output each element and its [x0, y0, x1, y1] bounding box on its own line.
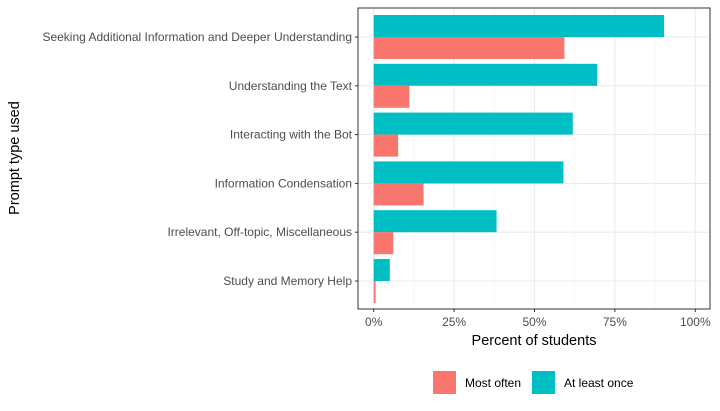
y-axis: Seeking Additional Information and Deepe… — [42, 30, 358, 288]
x-axis: 0% 25% 50% 75% 100% — [365, 309, 711, 329]
x-tick-label: 50% — [522, 315, 546, 329]
bars — [373, 15, 665, 303]
legend-key-at-least-once — [532, 371, 555, 394]
bar-most-often — [373, 85, 410, 108]
y-tick-label: Irrelevant, Off-topic, Miscellaneous — [167, 225, 352, 239]
bar-at-least-once — [373, 63, 598, 86]
bar-most-often — [373, 37, 565, 59]
x-tick-label: 75% — [603, 315, 627, 329]
y-tick-label: Information Condensation — [215, 176, 352, 190]
bar-most-often — [373, 183, 424, 206]
bar-most-often — [373, 134, 399, 157]
bar-most-often — [373, 281, 376, 303]
x-tick-label: 0% — [365, 315, 383, 329]
x-tick-label: 25% — [442, 315, 466, 329]
y-tick-label: Study and Memory Help — [223, 274, 352, 288]
legend: Most often At least once — [433, 371, 634, 394]
bar-at-least-once — [373, 259, 390, 281]
y-tick-label: Seeking Additional Information and Deepe… — [42, 30, 352, 44]
bar-at-least-once — [373, 15, 665, 37]
legend-label: At least once — [564, 376, 634, 390]
legend-label: Most often — [465, 376, 521, 390]
y-tick-label: Understanding the Text — [229, 79, 353, 93]
legend-key-most-often — [433, 371, 456, 394]
y-tick-label: Interacting with the Bot — [230, 128, 353, 142]
bar-at-least-once — [373, 112, 573, 135]
bar-at-least-once — [373, 161, 564, 184]
bar-at-least-once — [373, 210, 497, 233]
x-axis-title: Percent of students — [472, 333, 597, 349]
bar-most-often — [373, 232, 394, 255]
y-axis-title: Prompt type used — [7, 101, 23, 215]
x-tick-label: 100% — [680, 315, 711, 329]
